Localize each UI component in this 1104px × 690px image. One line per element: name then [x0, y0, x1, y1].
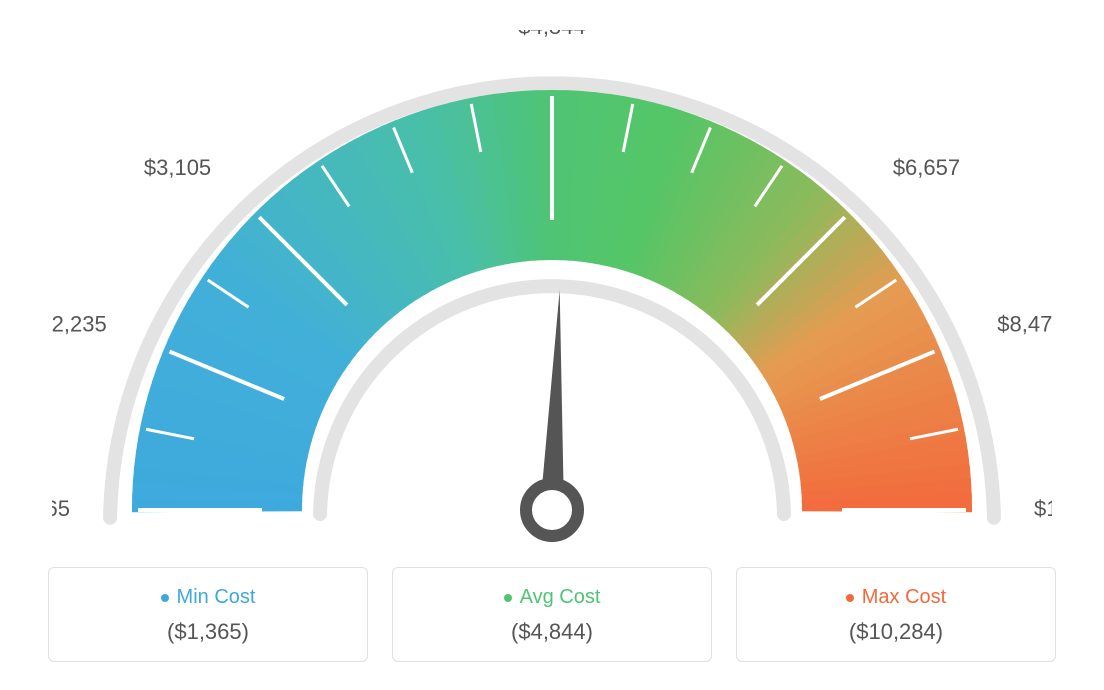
svg-text:$2,235: $2,235 — [52, 311, 107, 336]
svg-text:$10,284: $10,284 — [1034, 496, 1052, 521]
legend-title-text: Max Cost — [862, 586, 946, 609]
legend-card-avg: Avg Cost ($4,844) — [392, 567, 712, 662]
legend-value-min: ($1,365) — [59, 619, 357, 645]
legend-title-min: Min Cost — [161, 586, 256, 609]
svg-text:$8,470: $8,470 — [997, 311, 1052, 336]
svg-text:$6,657: $6,657 — [893, 155, 960, 180]
legend-value-avg: ($4,844) — [403, 619, 701, 645]
legend-card-max: Max Cost ($10,284) — [736, 567, 1056, 662]
dot-icon — [161, 594, 169, 602]
legend-title-text: Avg Cost — [520, 586, 601, 609]
legend-row: Min Cost ($1,365) Avg Cost ($4,844) Max … — [48, 567, 1056, 662]
svg-text:$4,844: $4,844 — [518, 30, 585, 39]
svg-text:$3,105: $3,105 — [144, 155, 211, 180]
gauge-svg: $1,365 $2,235 $3,105 $4,844 $6,657 $8,470 $10,… — [52, 30, 1052, 550]
legend-title-text: Min Cost — [177, 586, 256, 609]
legend-title-avg: Avg Cost — [504, 586, 601, 609]
legend-value-max: ($10,284) — [747, 619, 1045, 645]
legend-title-max: Max Cost — [846, 586, 946, 609]
dot-icon — [846, 594, 854, 602]
dot-icon — [504, 594, 512, 602]
cost-gauge: $1,365 $2,235 $3,105 $4,844 $6,657 $8,470 $10,… — [52, 30, 1052, 550]
svg-text:$1,365: $1,365 — [52, 496, 70, 521]
legend-card-min: Min Cost ($1,365) — [48, 567, 368, 662]
